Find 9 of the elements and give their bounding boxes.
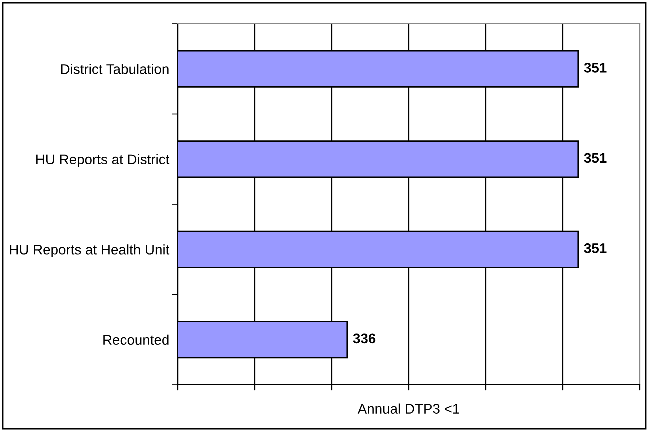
y-tick-label: District Tabulation <box>61 64 169 74</box>
data-label: 351 <box>584 244 607 254</box>
y-tick-label: HU Reports at Health Unit <box>10 244 170 258</box>
y-tick-label: Recounted <box>104 334 169 346</box>
data-label: 351 <box>584 63 607 73</box>
x-axis-title: Annual DTP3 <1 <box>358 404 460 414</box>
y-tick-label: HU Reports at District <box>36 154 170 168</box>
data-label: 336 <box>353 334 376 344</box>
data-label: 351 <box>584 153 607 164</box>
